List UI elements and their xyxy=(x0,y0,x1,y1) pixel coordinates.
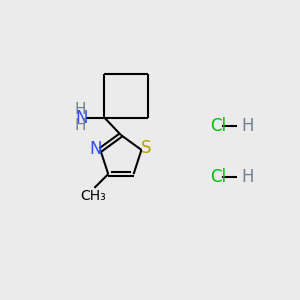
Text: Cl: Cl xyxy=(210,117,226,135)
Text: H: H xyxy=(75,102,86,117)
Text: H: H xyxy=(242,168,254,186)
Text: Cl: Cl xyxy=(210,168,226,186)
Text: N: N xyxy=(90,140,102,158)
Text: N: N xyxy=(76,109,88,127)
Text: H: H xyxy=(75,118,86,134)
Text: CH₃: CH₃ xyxy=(80,189,106,203)
Text: H: H xyxy=(242,117,254,135)
Text: S: S xyxy=(141,140,151,158)
